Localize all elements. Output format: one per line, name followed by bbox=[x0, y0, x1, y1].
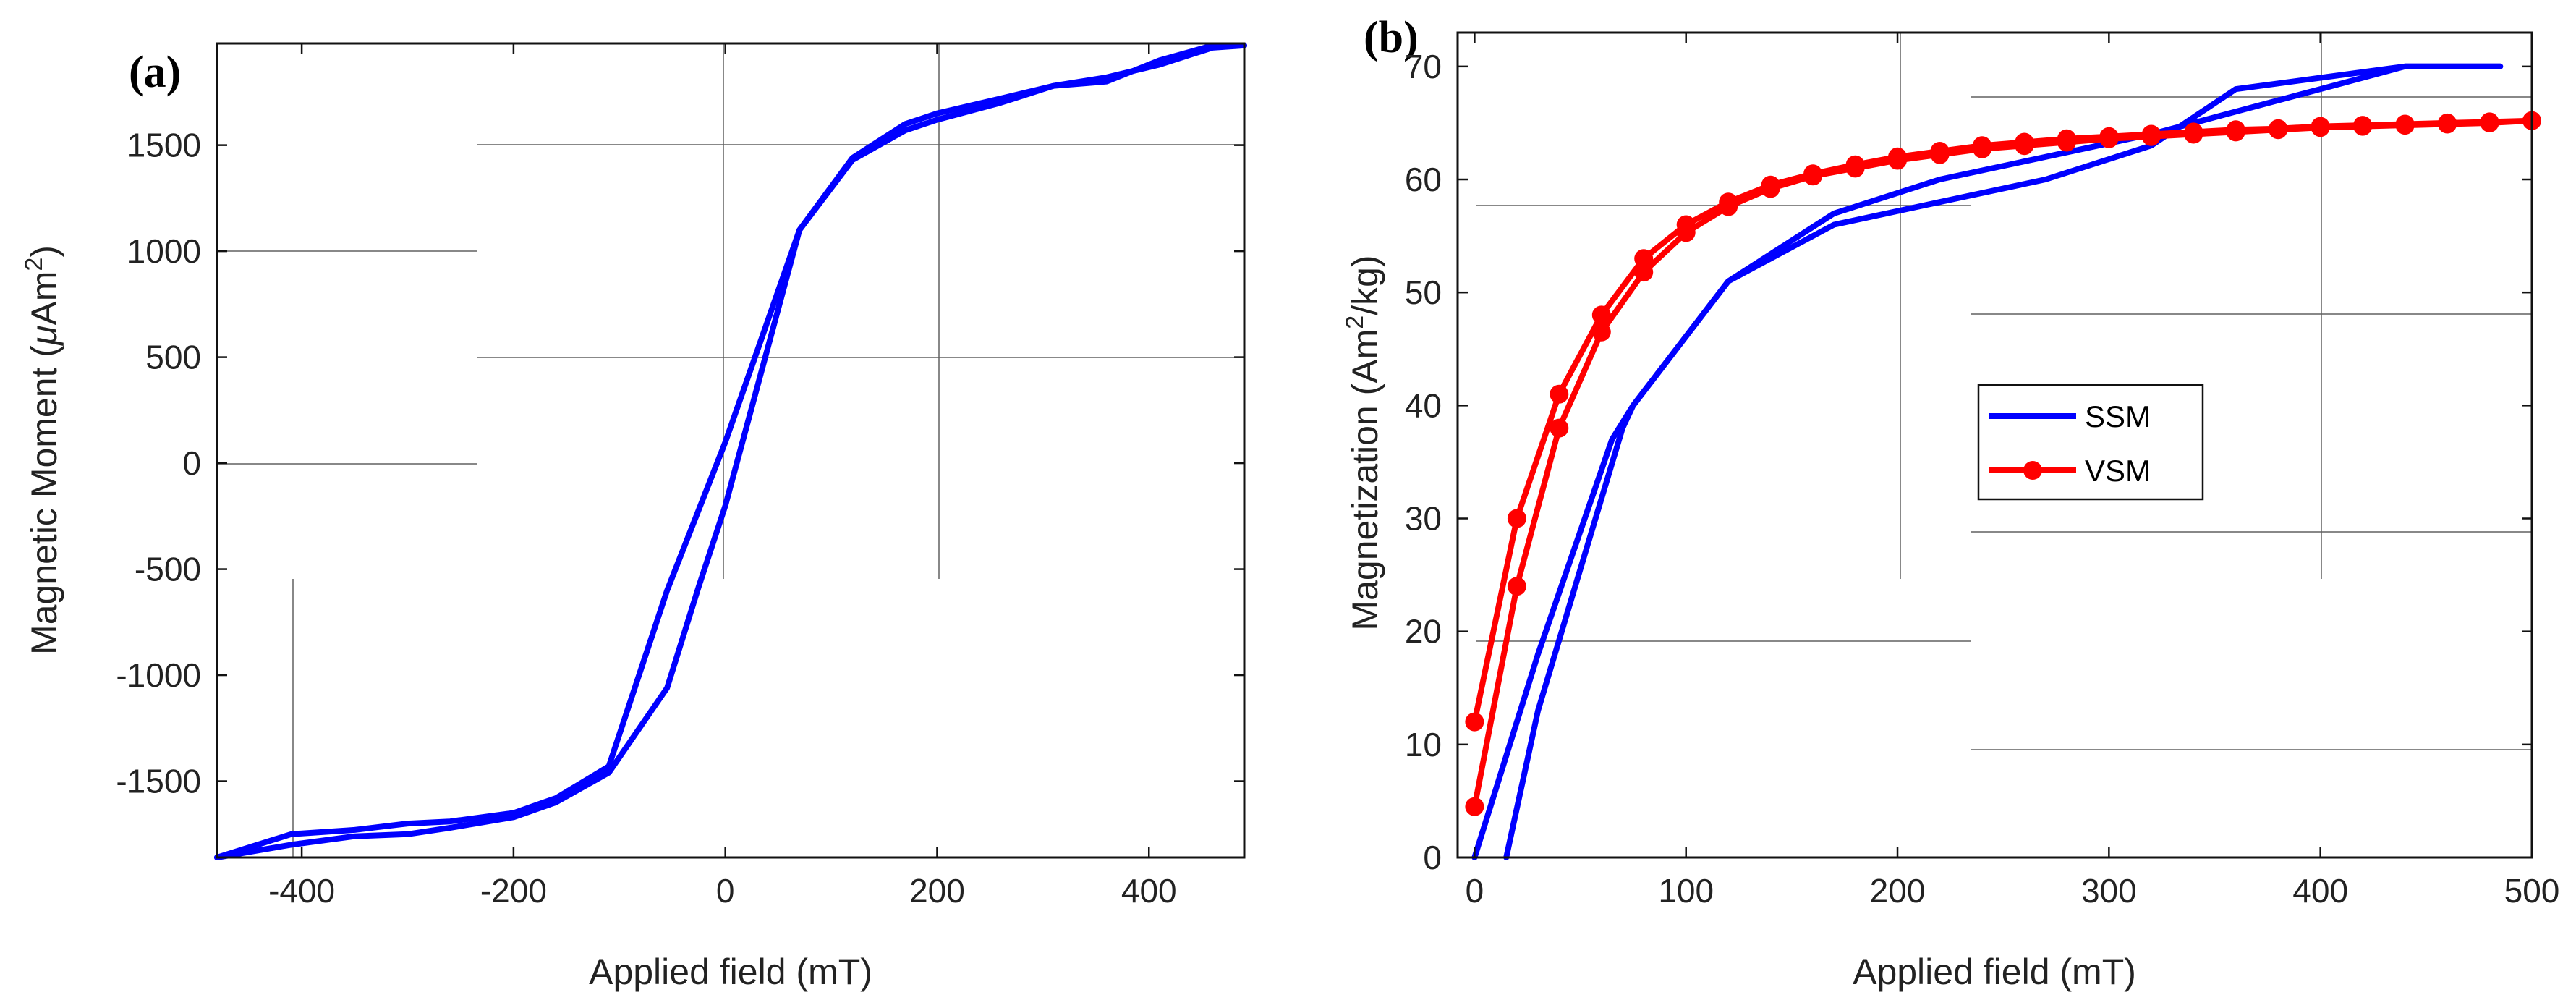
panel-a-ylabel-sup: 2 bbox=[20, 258, 48, 271]
panel-b-vsm-return-point-18 bbox=[1761, 179, 1780, 198]
panel-b-ytick-label-0: 0 bbox=[1423, 839, 1442, 876]
panel-b-vsm-return-point-9 bbox=[2141, 127, 2161, 146]
panel-a-ytick-label-1500: 1500 bbox=[127, 127, 201, 164]
panel-b-vsm-return-point-7 bbox=[2226, 122, 2245, 142]
panel-b-vsm-return-point-23 bbox=[1550, 418, 1569, 438]
panel-b-label: (b) bbox=[1364, 13, 1419, 62]
panel-b-vsm-return-point-11 bbox=[2057, 132, 2076, 152]
panel-a-ylabel-unit: Am bbox=[24, 271, 64, 326]
panel-a-xtick-label--400: -400 bbox=[268, 872, 335, 910]
panel-b-ytick-label-40: 40 bbox=[1405, 386, 1442, 424]
panel-b-xtick-label-500: 500 bbox=[2504, 872, 2560, 910]
panel-a-xtick-label-400: 400 bbox=[1121, 872, 1177, 910]
panel-b-vsm-point-0 bbox=[1465, 712, 1484, 732]
panel-b-xticks: 0 100 200 300 400 500 bbox=[1466, 33, 2560, 910]
panel-a-axes-box bbox=[216, 42, 1246, 859]
legend-vsm-marker bbox=[2023, 461, 2042, 480]
panel-b-vsm-return-point-20 bbox=[1676, 223, 1696, 242]
panel-b-vsm-return-point-16 bbox=[1845, 158, 1865, 178]
panel-b-ylabel: Magnetization (Am2/kg) bbox=[1341, 255, 1385, 630]
panel-b-ylabel-unit: /kg) bbox=[1345, 255, 1385, 315]
panel-b-vsm-return-point-12 bbox=[2015, 136, 2034, 156]
panel-b-vsm-point-1 bbox=[1507, 509, 1526, 528]
panel-a-ylabel-main: Magnetic Moment ( bbox=[24, 345, 64, 655]
panel-b-vsm-point-3 bbox=[1591, 305, 1611, 325]
panel-b-vsm-return-point-14 bbox=[1930, 145, 1950, 164]
panel-b-vsm-return-point-6 bbox=[2269, 120, 2288, 140]
panel-a-label: (a) bbox=[129, 48, 181, 97]
panel-a-ylabel: Magnetic Moment (μAm2) bbox=[20, 245, 64, 655]
panel-b-series-ssm-line bbox=[1471, 63, 2504, 860]
legend-vsm-label: VSM bbox=[2085, 454, 2151, 488]
panel-a-ytick-label-1000: 1000 bbox=[127, 232, 201, 270]
panel-b-ytick-label-60: 60 bbox=[1405, 161, 1442, 198]
panel-a-xtick-label--200: -200 bbox=[480, 872, 547, 910]
panel-a-ylabel-close: ) bbox=[24, 245, 64, 258]
panel-b-vsm-point-2 bbox=[1550, 384, 1569, 404]
legend-box bbox=[1977, 384, 2204, 501]
panel-b-vsm-point-4 bbox=[1634, 249, 1654, 268]
panel-b-vsm-return-point-19 bbox=[1719, 197, 1738, 216]
panel-a-xtick-label-0: 0 bbox=[716, 872, 735, 910]
panel-b-vsm-return-point-10 bbox=[2099, 129, 2119, 148]
panel-b-ylabel-sup: 2 bbox=[1341, 315, 1369, 329]
panel-b-vsm-return-point-15 bbox=[1888, 151, 1907, 170]
panel-a-xticks: -400 -200 0 200 400 bbox=[268, 43, 1177, 910]
panel-b-ytick-label-20: 20 bbox=[1405, 613, 1442, 651]
panel-b-vsm-return-point-2 bbox=[2438, 114, 2457, 134]
panel-a-yticks: -1500 -1000 -500 0 500 1000 1500 bbox=[116, 127, 1244, 800]
panel-b-vsm-return-point-22 bbox=[1591, 322, 1611, 342]
panel-b-xlabel: Applied field (mT) bbox=[1853, 952, 2136, 992]
panel-a-ytick-label--1500: -1500 bbox=[116, 763, 201, 800]
panel-a-series-loop-lower-line bbox=[214, 42, 1247, 860]
panel-b-vsm-return-point-5 bbox=[2311, 118, 2330, 137]
panel-b-series-ssm-return-line bbox=[1503, 63, 2504, 860]
panel-b-yticks: 0 10 20 30 40 50 60 70 bbox=[1405, 48, 2532, 876]
panel-a-ytick-label--1000: -1000 bbox=[116, 656, 201, 694]
panel-b-ytick-label-50: 50 bbox=[1405, 274, 1442, 311]
panel-b-axes-box bbox=[1456, 31, 2533, 859]
panel-a-grid bbox=[217, 43, 1244, 857]
panel-b-vsm-return-point-24 bbox=[1507, 577, 1526, 596]
panel-b: (b) 0 100 200 300 400 500 0 10 20 30 40 50 60 70 App… bbox=[1341, 13, 2559, 992]
panel-a-series bbox=[214, 42, 1247, 860]
panel-b-vsm-return-point-4 bbox=[2353, 117, 2373, 136]
legend-ssm-label: SSM bbox=[2085, 399, 2151, 433]
panel-a-ylabel-mu: μ bbox=[24, 326, 64, 347]
panel-b-xtick-label-0: 0 bbox=[1466, 872, 1484, 910]
panel-b-vsm-return-point-21 bbox=[1634, 263, 1654, 282]
panel-a-ytick-label-500: 500 bbox=[145, 339, 201, 376]
panel-b-vsm-return-point-13 bbox=[1973, 139, 1991, 158]
panel-b-vsm-return-point-3 bbox=[2395, 116, 2415, 135]
panel-b-ylabel-main: Magnetization (Am bbox=[1345, 329, 1385, 631]
panel-b-vsm-return-point-8 bbox=[2184, 124, 2203, 144]
panel-a-xtick-label-200: 200 bbox=[909, 872, 965, 910]
panel-a-ytick-label-0: 0 bbox=[182, 444, 201, 482]
panel-b-vsm-return-point-17 bbox=[1803, 166, 1823, 186]
panel-a-xlabel: Applied field (mT) bbox=[589, 952, 872, 992]
panel-b-vsm-return-point-1 bbox=[2480, 113, 2499, 132]
panel-b-xtick-label-300: 300 bbox=[2081, 872, 2137, 910]
panel-a: (a) -400 -200 0 200 400 -1500 -1000 -500 0 500 10… bbox=[20, 42, 1247, 992]
panel-b-ytick-label-30: 30 bbox=[1405, 500, 1442, 538]
panel-b-ytick-label-10: 10 bbox=[1405, 726, 1442, 763]
panel-b-xtick-label-200: 200 bbox=[1870, 872, 1926, 910]
panel-b-series bbox=[1465, 63, 2541, 860]
panel-b-xtick-label-400: 400 bbox=[2292, 872, 2348, 910]
panel-a-series-loop-upper-line bbox=[214, 42, 1247, 860]
panel-b-xtick-label-100: 100 bbox=[1658, 872, 1714, 910]
panel-a-ytick-label--500: -500 bbox=[135, 551, 201, 588]
panel-b-ytick-label-70: 70 bbox=[1405, 48, 1442, 85]
panel-b-vsm-return-point-25 bbox=[1465, 797, 1484, 816]
panel-b-legend: SSM VSM bbox=[1977, 384, 2204, 501]
